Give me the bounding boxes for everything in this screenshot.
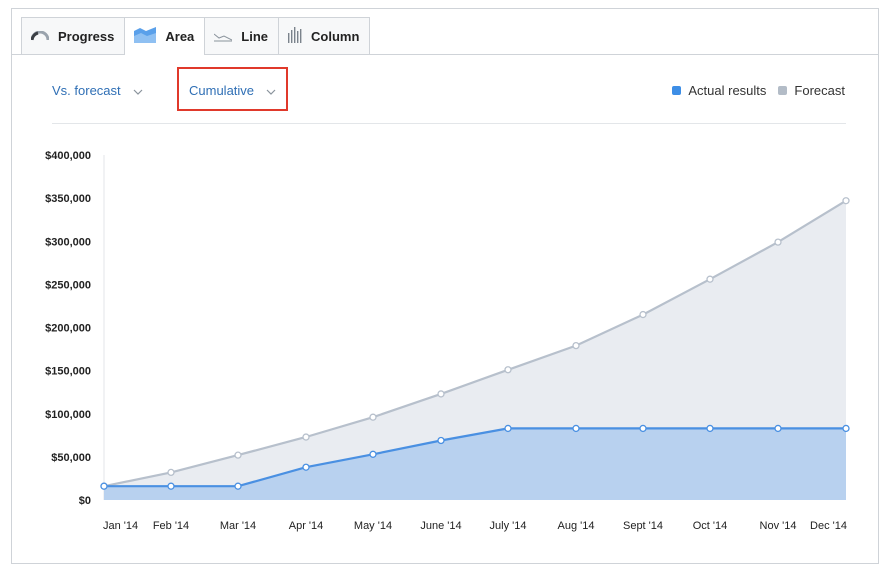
x-tick-label: Mar '14 [220,520,256,532]
forecast-point [167,468,175,477]
x-tick-label: July '14 [490,520,527,532]
gauge-icon [30,29,50,44]
forecast-point [639,310,647,319]
column-chart-icon [288,26,302,46]
panel-top-border [11,8,879,9]
x-tick-label: Aug '14 [558,520,595,532]
forecast-point [842,197,850,205]
chart-legend: Actual results Forecast [660,83,845,98]
forecast-point [774,238,782,246]
x-tick-label: June '14 [420,520,461,532]
tab-label: Area [165,29,195,44]
tab-column[interactable]: Column [278,17,371,54]
actual-point [774,424,782,433]
tab-line[interactable]: Line [204,17,280,54]
x-tick-label: Feb '14 [153,520,189,532]
tab-label: Progress [58,28,115,44]
actual-point [504,424,512,433]
controls-divider [52,123,846,124]
legend-label-forecast: Forecast [794,83,845,98]
forecast-point [234,451,242,459]
forecast-area [104,200,846,500]
actual-point [369,450,377,458]
tab-area[interactable]: Area [124,17,206,55]
actual-point [639,424,647,433]
y-tick-label: $150,000 [45,366,91,378]
tab-progress[interactable]: Progress [21,17,126,54]
comparison-dropdown-label: Vs. forecast [52,83,121,98]
actual-point [572,424,580,433]
chevron-down-icon [133,83,143,98]
actual-point [100,482,108,490]
y-tick-label: $400,000 [45,150,91,162]
actual-point [302,463,310,471]
actual-area [104,428,846,500]
panel-left-border [11,8,12,55]
x-tick-label: Sept '14 [623,520,663,532]
actual-point [167,482,175,490]
legend-item-actual: Actual results [672,83,766,98]
y-tick-label: $350,000 [45,193,91,205]
area-chart-icon [134,27,157,46]
x-tick-label: Oct '14 [693,520,728,532]
x-tick-label: Nov '14 [760,520,797,532]
panel-right-border [878,8,879,55]
legend-item-forecast: Forecast [778,83,845,98]
forecast-point [369,413,377,421]
legend-swatch-actual [672,86,682,95]
y-tick-label: $200,000 [45,323,91,335]
forecast-point [504,366,512,374]
forecast-point [572,341,580,350]
mode-dropdown-label: Cumulative [189,83,255,98]
y-tick-label: $50,000 [51,452,91,464]
actual-point [842,424,850,433]
forecast-point [706,275,714,283]
chart-type-tabs: Progress Area Line Column [21,17,371,55]
x-tick-label: Jan '14 [103,520,138,532]
actual-point [234,482,242,490]
tab-label: Column [311,28,360,44]
line-chart-icon [213,28,233,45]
forecast-point [437,390,445,398]
forecast-point [302,433,310,441]
x-tick-label: May '14 [354,520,392,532]
chevron-down-icon [266,83,276,98]
y-tick-label: $250,000 [45,279,91,291]
x-tick-label: Apr '14 [289,520,324,532]
actual-point [437,436,445,445]
tab-label: Line [241,28,269,44]
cumulative-highlight-box [177,67,288,111]
comparison-dropdown[interactable]: Vs. forecast [52,83,143,98]
legend-swatch-forecast [778,86,788,95]
forecast-line [103,199,847,488]
actual-point [706,424,714,433]
x-tick-label: Dec '14 [810,520,847,532]
mode-dropdown[interactable]: Cumulative [189,83,276,98]
y-tick-label: $300,000 [45,236,91,248]
actual-line [104,427,846,488]
y-tick-label: $0 [79,495,91,507]
legend-label-actual: Actual results [688,83,767,98]
y-tick-label: $100,000 [45,409,91,421]
